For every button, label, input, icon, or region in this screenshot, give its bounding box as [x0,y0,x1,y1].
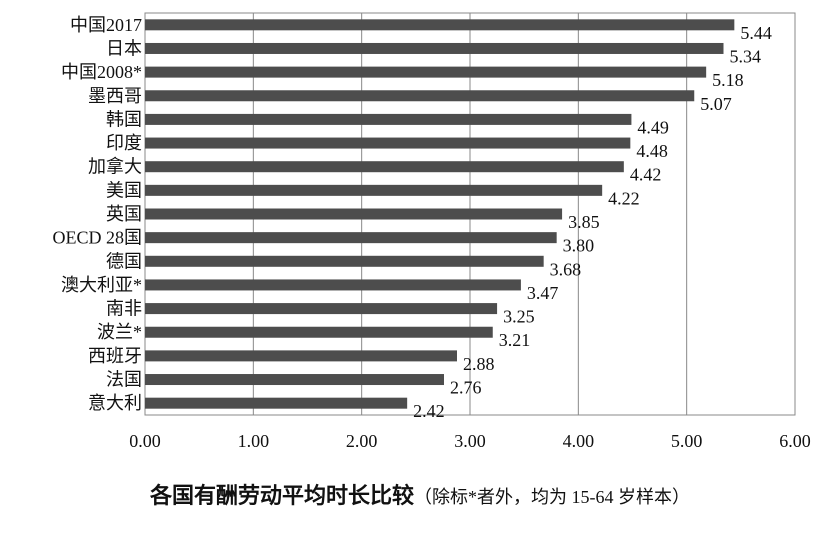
chart-caption: 各国有酬劳动平均时长比较（除标*者外，均为 15-64 岁样本） [0,478,840,510]
bar [145,19,735,31]
bar [145,374,444,386]
value-label: 5.07 [700,94,732,114]
value-label: 3.80 [563,236,595,256]
bar [145,208,563,220]
value-label: 3.47 [527,283,559,303]
bar [145,279,521,291]
bars [145,19,735,409]
category-label: 中国2008* [61,62,142,82]
value-label: 2.88 [463,354,495,374]
x-tick-label: 3.00 [454,431,486,451]
category-label: 西班牙 [88,346,142,366]
bar [145,232,557,244]
bar [145,326,493,338]
x-tick-label: 6.00 [779,431,811,451]
value-label: 4.48 [636,141,668,161]
x-tick-label: 2.00 [346,431,378,451]
bar [145,66,707,78]
bar [145,397,408,409]
bar [145,303,498,315]
category-label: 加拿大 [88,156,142,177]
value-label: 4.22 [608,188,640,208]
category-label: 印度 [106,133,142,153]
bar [145,90,695,102]
category-label: OECD 28国 [53,228,143,248]
bar [145,255,544,267]
value-label: 2.42 [413,401,445,421]
category-label: 中国2017 [70,15,142,35]
category-label: 波兰* [97,322,142,342]
value-label: 4.42 [630,165,662,185]
value-label: 2.76 [450,378,482,398]
x-axis-tick-labels: 0.00 1.00 2.00 3.00 4.00 5.00 6.00 [129,431,811,451]
value-label: 3.21 [499,330,531,350]
category-label: 韩国 [106,109,142,129]
x-tick-label: 0.00 [129,431,161,451]
category-label: 澳大利亚* [61,275,142,295]
bar [145,113,632,125]
category-label: 法国 [106,370,142,390]
value-label: 5.44 [740,23,772,43]
value-label: 3.85 [568,212,600,232]
bar [145,161,624,173]
category-label: 日本 [106,38,142,58]
bar [145,137,631,149]
category-label: 南非 [106,299,142,319]
x-tick-label: 5.00 [671,431,703,451]
value-label: 3.68 [550,259,582,279]
value-labels: 5.44 5.34 5.18 5.07 4.49 4.48 4.42 4.22 3.85 3.80… [413,23,772,421]
category-label: 英国 [106,204,142,224]
chart-note: （除标*者外，均为 15-64 岁样本） [414,487,690,507]
category-label: 美国 [106,180,142,200]
bar [145,42,724,54]
x-tick-label: 1.00 [238,431,270,451]
bar [145,184,603,196]
x-tick-label: 4.00 [563,431,595,451]
value-label: 3.25 [503,307,535,327]
category-label: 墨西哥 [88,86,142,106]
value-label: 5.18 [712,70,744,90]
category-label: 意大利 [88,393,142,413]
category-label: 德国 [106,251,142,271]
value-label: 4.49 [637,117,669,137]
value-label: 5.34 [730,46,762,66]
bar [145,350,457,362]
chart-title: 各国有酬劳动平均时长比较 [149,484,414,509]
